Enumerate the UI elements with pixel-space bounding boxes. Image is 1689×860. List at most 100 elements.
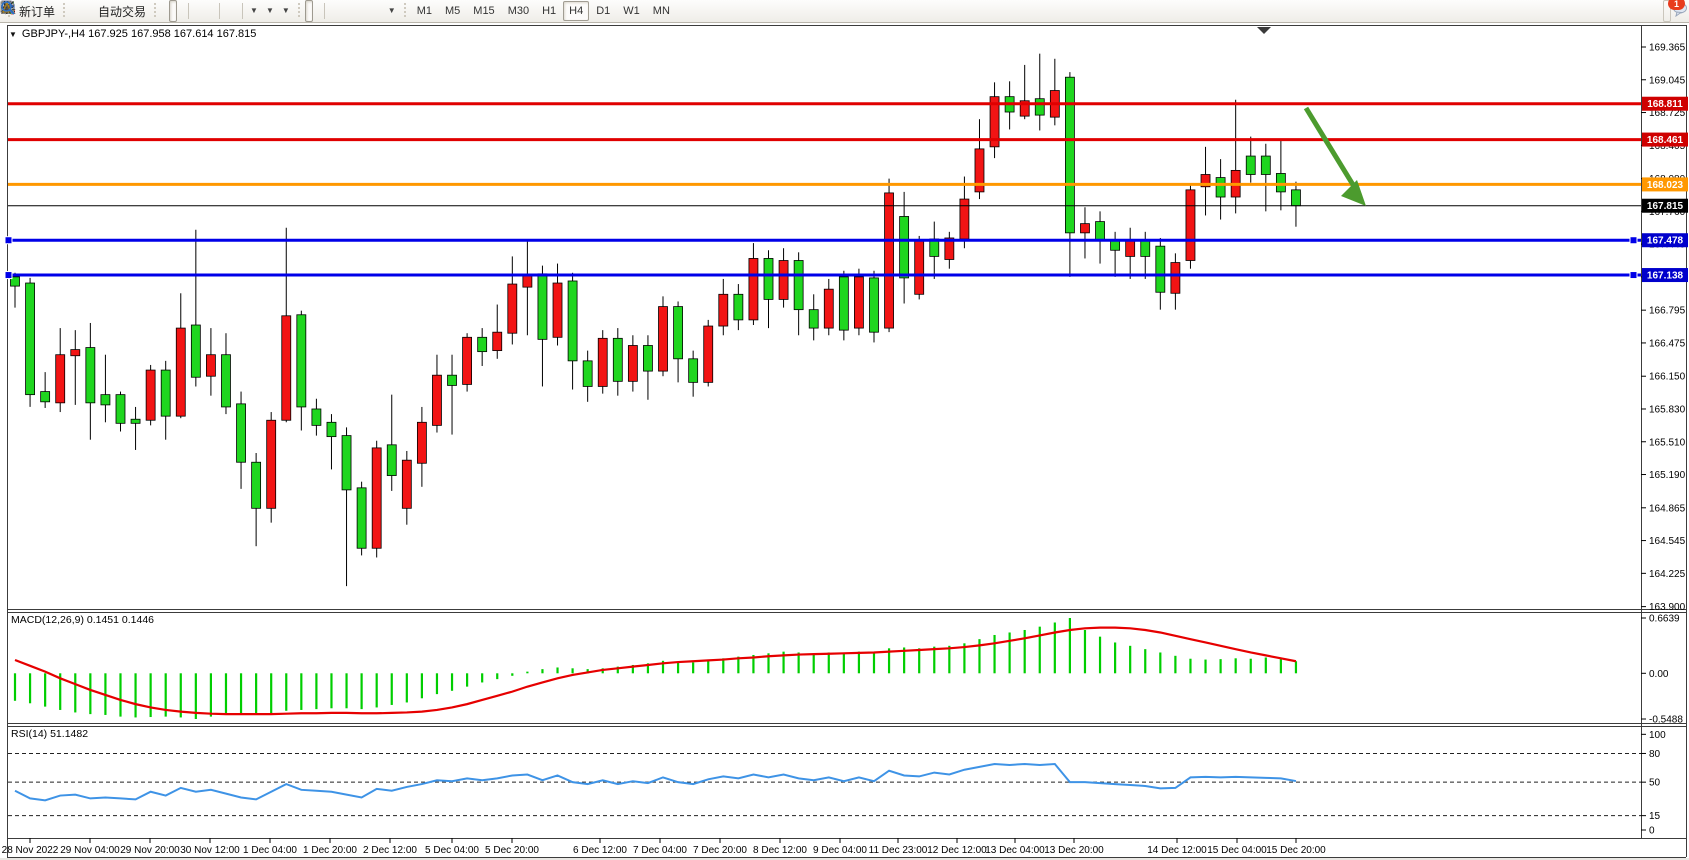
hline-handle[interactable] [4, 271, 13, 280]
toolbar-grip[interactable] [153, 3, 159, 19]
svg-text:169.045: 169.045 [1649, 75, 1686, 86]
market-watch-button[interactable] [2, 0, 78, 22]
periods-button[interactable]: ▼ [1, 0, 278, 22]
svg-text:168.725: 168.725 [1649, 108, 1686, 119]
svg-text:A: A [2, 1, 10, 15]
chart-title-bar[interactable]: ▼ GBPJPY-,H4 167.925 167.958 167.614 167… [9, 28, 256, 40]
trendline-tool-button[interactable] [1, 0, 352, 22]
svg-text:15 Dec 04:00: 15 Dec 04:00 [1207, 845, 1267, 856]
data-window-button[interactable] [0, 0, 86, 22]
rsi-level-lines [8, 752, 1641, 817]
svg-text:13 Dec 04:00: 13 Dec 04:00 [985, 845, 1045, 856]
svg-text:164.225: 164.225 [1649, 569, 1686, 580]
bar-chart-mode-button[interactable] [1, 0, 169, 22]
timeframe-mn-button[interactable]: MN [652, 5, 670, 17]
timeframe-h1-button[interactable]: H1 [542, 5, 557, 17]
horizontal-line-tool-button[interactable] [1, 0, 344, 22]
svg-text:6 Dec 12:00: 6 Dec 12:00 [573, 845, 627, 856]
arrows-tool-button[interactable]: ▼ [2, 0, 400, 22]
svg-text:15 Dec 20:00: 15 Dec 20:00 [1266, 845, 1326, 856]
svg-text:8 Dec 12:00: 8 Dec 12:00 [753, 845, 807, 856]
zoom-in-button[interactable] [1, 0, 200, 22]
timeframe-w1-button[interactable]: W1 [623, 5, 640, 17]
one-click-trading-caret-icon[interactable]: ▼ [9, 29, 17, 39]
svg-text:166.795: 166.795 [1649, 306, 1686, 317]
svg-text:169.365: 169.365 [1649, 43, 1686, 54]
fibonacci-tool-button[interactable]: F [1, 0, 368, 22]
svg-text:168.461: 168.461 [1647, 135, 1684, 146]
toolbar-grip[interactable] [402, 3, 408, 19]
macd-pane [13, 617, 1298, 720]
templates-button[interactable]: ▼ [0, 0, 294, 22]
timeframe-m15-button[interactable]: M15 [473, 5, 495, 17]
symbol-ohlc-title: GBPJPY-,H4 167.925 167.958 167.614 167.8… [21, 28, 257, 40]
svg-text:166.475: 166.475 [1649, 338, 1686, 349]
svg-text:-0.5488: -0.5488 [1649, 715, 1683, 726]
trend-arrow-annotation[interactable] [1303, 106, 1366, 206]
indicators-button[interactable]: ▼ [0, 0, 262, 22]
text-tool-button[interactable]: A [2, 0, 376, 22]
candle-chart-mode-button[interactable] [2, 0, 178, 22]
svg-text:0: 0 [1649, 826, 1655, 837]
chat-button[interactable]: 1 [1668, 0, 1687, 22]
hline-handle[interactable] [4, 236, 13, 245]
timeframe-h4-button[interactable]: H4 [563, 1, 590, 21]
dropdown-caret-icon: ▼ [387, 6, 396, 15]
text-label-tool-button[interactable]: T [1, 0, 384, 22]
svg-text:30 Nov 12:00: 30 Nov 12:00 [180, 845, 240, 856]
crosshair-tool-button[interactable] [1, 0, 321, 22]
horizontal-level-lines[interactable] [4, 102, 1641, 280]
toolbar-grip[interactable] [62, 3, 68, 19]
line-chart-mode-button[interactable] [0, 0, 185, 22]
dropdown-caret-icon: ▼ [250, 6, 258, 15]
signals-button[interactable] [1, 0, 94, 22]
cursor-tool-button[interactable] [4, 0, 313, 22]
new-order-button[interactable]: 新订单 [1, 0, 59, 22]
toolbar-grip[interactable] [296, 3, 302, 19]
timeframe-m1-button[interactable]: M1 [416, 5, 432, 17]
timeframe-m30-button[interactable]: M30 [507, 5, 530, 17]
auto-trading-label: 自动交易 [98, 4, 147, 19]
svg-text:5 Dec 20:00: 5 Dec 20:00 [485, 845, 539, 856]
hline-handle[interactable] [1629, 236, 1638, 245]
svg-text:1 Dec 04:00: 1 Dec 04:00 [243, 845, 297, 856]
svg-text:165.830: 165.830 [1649, 404, 1686, 415]
pane-borders [7, 25, 1687, 858]
svg-text:164.545: 164.545 [1649, 536, 1686, 547]
chart-shift-marker-icon[interactable] [1257, 27, 1271, 34]
svg-text:166.150: 166.150 [1649, 372, 1686, 383]
search-button[interactable] [1, 0, 1671, 22]
candlesticks-layer [10, 53, 1301, 587]
svg-text:7 Dec 20:00: 7 Dec 20:00 [693, 845, 747, 856]
svg-text:5 Dec 04:00: 5 Dec 04:00 [425, 845, 479, 856]
macd-axis: 0.6639 0.00 -0.5488 [1641, 613, 1683, 726]
svg-text:167.815: 167.815 [1647, 201, 1684, 212]
timeframe-m5-button[interactable]: M5 [445, 5, 461, 17]
tile-windows-button[interactable] [1, 0, 216, 22]
svg-text:163.900: 163.900 [1649, 602, 1686, 613]
chart-shift-button[interactable] [4, 0, 239, 22]
rsi-line [14, 762, 1297, 802]
svg-text:0.00: 0.00 [1649, 669, 1669, 680]
auto-trading-button[interactable]: 自动交易 [1, 0, 150, 22]
auto-scroll-button[interactable] [1, 0, 231, 22]
svg-text:9 Dec 04:00: 9 Dec 04:00 [813, 845, 867, 856]
new-order-label: 新订单 [19, 4, 56, 19]
timeframe-d1-button[interactable]: D1 [596, 5, 611, 17]
svg-text:164.865: 164.865 [1649, 503, 1686, 514]
svg-text:14 Dec 12:00: 14 Dec 12:00 [1147, 845, 1207, 856]
svg-text:T: T [4, 4, 10, 15]
svg-text:0.6639: 0.6639 [1649, 613, 1680, 624]
toolbar: 新订单 [0, 0, 1689, 23]
svg-text:165.510: 165.510 [1649, 437, 1686, 448]
svg-text:168.811: 168.811 [1647, 99, 1683, 110]
macd-signal-line [14, 626, 1297, 716]
dropdown-caret-icon: ▼ [265, 6, 274, 15]
svg-text:2 Dec 12:00: 2 Dec 12:00 [363, 845, 417, 856]
vertical-line-tool-button[interactable] [5, 0, 336, 22]
svg-text:165.190: 165.190 [1649, 470, 1686, 481]
channel-tool-button[interactable]: E [0, 0, 360, 22]
hline-handle[interactable] [1629, 271, 1638, 280]
zoom-out-button[interactable] [1, 0, 208, 22]
